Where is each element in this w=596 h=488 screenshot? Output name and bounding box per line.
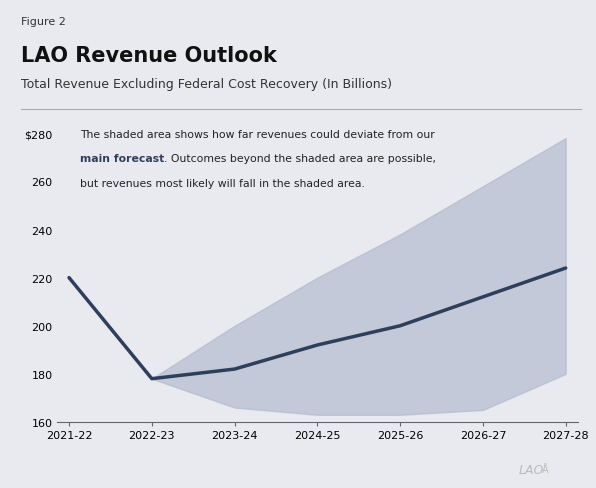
Text: . Outcomes beyond the shaded area are possible,: . Outcomes beyond the shaded area are po… [164,154,436,163]
Text: LAO: LAO [519,463,544,476]
Text: The shaded area shows how far revenues could deviate from our: The shaded area shows how far revenues c… [80,129,435,140]
Text: Å: Å [542,465,549,474]
Text: Figure 2: Figure 2 [21,17,66,27]
Text: Total Revenue Excluding Federal Cost Recovery (In Billions): Total Revenue Excluding Federal Cost Rec… [21,78,392,91]
Text: LAO Revenue Outlook: LAO Revenue Outlook [21,46,277,66]
Text: but revenues most likely will fall in the shaded area.: but revenues most likely will fall in th… [80,179,365,189]
Text: main forecast: main forecast [80,154,164,163]
